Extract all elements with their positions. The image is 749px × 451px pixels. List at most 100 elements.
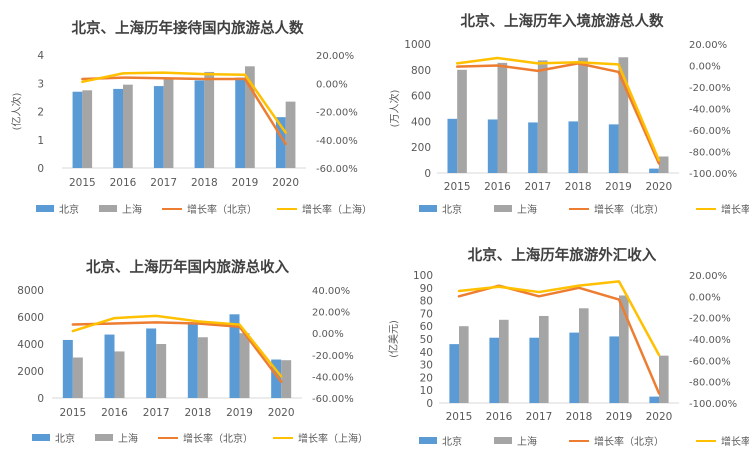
legend-swatch [158, 436, 178, 439]
x-tick-label: 2015 [69, 177, 96, 189]
legend-swatch [696, 439, 716, 442]
y2-tick-label: 0.00% [689, 62, 721, 73]
legend-item-shanghai: 上海 [494, 201, 537, 216]
chart-title: 北京、上海历年国内旅游总收入 [86, 260, 289, 276]
bar-beijing [113, 88, 123, 168]
bar-shanghai [245, 66, 255, 168]
chart-title: 北京、上海历年旅游外汇收入 [467, 248, 657, 264]
y2-tick-label: 20.00% [689, 271, 727, 282]
y2-tick-label: -40.00% [689, 335, 731, 346]
y2-tick-label: 20.00% [689, 40, 727, 51]
chart-plot: 0 1 2 3 4 -60.00% -40.00% -20.00% 0.00% 20.00% (亿人… [10, 50, 358, 189]
y-tick-label: 90 [420, 283, 433, 295]
legend-item-growth-beijing: 增长率（北京） [158, 430, 253, 445]
legend-label: 北京 [59, 205, 79, 216]
y-tick-label: 70 [420, 308, 433, 320]
legend-item-growth-beijing: 增长率（北京） [569, 433, 664, 448]
chart-panel-domestic-visitors: 北京、上海历年接待国内旅游总人数 0 1 2 3 4 -60.00% -40.00% -20.… [0, 0, 375, 226]
chart-legend: 北京 上海 增长率（北京） 增长率（上海） [36, 201, 375, 216]
y-tick-label: 0 [426, 398, 433, 410]
x-tick-label: 2020 [646, 411, 673, 423]
legend-swatch [162, 207, 182, 210]
bar-shanghai [197, 337, 208, 398]
legend-item-beijing: 北京 [32, 430, 75, 445]
chart-legend: 北京 上海 增长率（北京） 增长率（上海） [32, 430, 375, 445]
line-growth-shanghai [81, 71, 287, 134]
y2-tick-label: 20.00% [312, 308, 350, 319]
legend-item-shanghai: 上海 [494, 433, 537, 448]
line-growth-shanghai [71, 314, 283, 378]
legend-label: 北京 [442, 205, 462, 216]
bar-beijing [275, 117, 286, 168]
x-tick-label: 2018 [565, 181, 592, 193]
x-tick-label: 2020 [272, 177, 299, 189]
bar-beijing [72, 91, 83, 168]
y-axis-label: (亿人次) [10, 93, 23, 131]
bar-shanghai [123, 84, 133, 168]
legend-swatch [36, 205, 54, 212]
x-tick-label: 2017 [524, 181, 551, 193]
bar-shanghai [618, 57, 629, 173]
chart-panel-inbound-visitors: 北京、上海历年入境旅游总人数 0 200 400 600 800 1000 -100.00%… [375, 0, 749, 226]
y-tick-label: 8000 [17, 285, 44, 297]
bar-beijing [153, 86, 164, 168]
y2-tick-label: -60.00% [689, 126, 731, 137]
line-growth-shanghai [455, 56, 661, 162]
bar-beijing [649, 168, 659, 173]
y2-tick-label: -80.00% [689, 148, 731, 159]
y2-tick-label: -60.00% [316, 164, 358, 175]
legend-item-growth-beijing: 增长率（北京） [162, 201, 257, 216]
y-tick-label: 20 [420, 372, 433, 384]
y-tick-label: 4000 [17, 339, 44, 351]
bar-shanghai [204, 71, 215, 168]
y2-tick-label: -60.00% [689, 356, 731, 367]
legend-swatch [494, 437, 512, 444]
legend-swatch [32, 434, 50, 441]
y2-tick-label: -100.00% [689, 169, 737, 180]
legend-swatch [277, 207, 297, 210]
chart-title: 北京、上海历年接待国内旅游总人数 [71, 21, 304, 37]
legend-item-growth-shanghai: 增长率（上海） [696, 433, 749, 448]
y-tick-label: 0 [37, 163, 44, 175]
x-tick-label: 2015 [446, 411, 473, 423]
legend-item-growth-beijing: 增长率（北京） [569, 201, 664, 216]
bar-shanghai [579, 308, 589, 403]
y-tick-label: 80 [420, 296, 433, 308]
x-tick-label: 2018 [566, 411, 593, 423]
bar-beijing [568, 121, 579, 173]
y-tick-label: 2 [37, 107, 44, 119]
y-tick-label: 400 [411, 116, 431, 128]
legend-swatch [696, 207, 716, 210]
y-tick-label: 200 [411, 142, 431, 154]
chart-panel-forex-revenue: 北京、上海历年旅游外汇收入 0 10 20 30 40 50 60 70 80 90 100 -100… [375, 226, 749, 451]
bar-shanghai [82, 90, 93, 168]
y2-tick-label: -40.00% [312, 372, 354, 383]
bar-shanghai [72, 357, 83, 398]
x-tick-label: 2016 [486, 411, 513, 423]
legend-item-beijing: 北京 [419, 433, 462, 448]
y2-tick-label: -40.00% [689, 105, 731, 116]
y-tick-label: 1000 [404, 39, 431, 51]
bar-shanghai [659, 355, 669, 403]
legend-label: 上海 [517, 205, 537, 216]
bar-beijing [569, 332, 579, 403]
x-tick-label: 2016 [110, 177, 137, 189]
legend-label: 增长率（北京） [183, 434, 253, 445]
legend-label: 上海 [122, 205, 142, 216]
y2-tick-label: 0.00% [689, 292, 721, 303]
bar-beijing [529, 337, 539, 403]
y-tick-label: 100 [413, 270, 433, 282]
y-tick-label: 3 [37, 78, 44, 90]
bar-shanghai [537, 60, 548, 174]
legend-label: 增长率（上海） [302, 205, 372, 216]
legend-item-beijing: 北京 [419, 201, 462, 216]
legend-swatch [419, 205, 437, 212]
y-tick-label: 4 [37, 50, 44, 62]
y-tick-label: 50 [420, 334, 433, 346]
bar-shanghai [539, 315, 549, 403]
legend-item-growth-shanghai: 增长率（上海） [277, 201, 372, 216]
x-tick-label: 2017 [526, 411, 553, 423]
y-tick-label: 30 [420, 360, 433, 372]
legend-label: 上海 [517, 437, 537, 448]
y2-tick-label: -60.00% [312, 394, 354, 405]
